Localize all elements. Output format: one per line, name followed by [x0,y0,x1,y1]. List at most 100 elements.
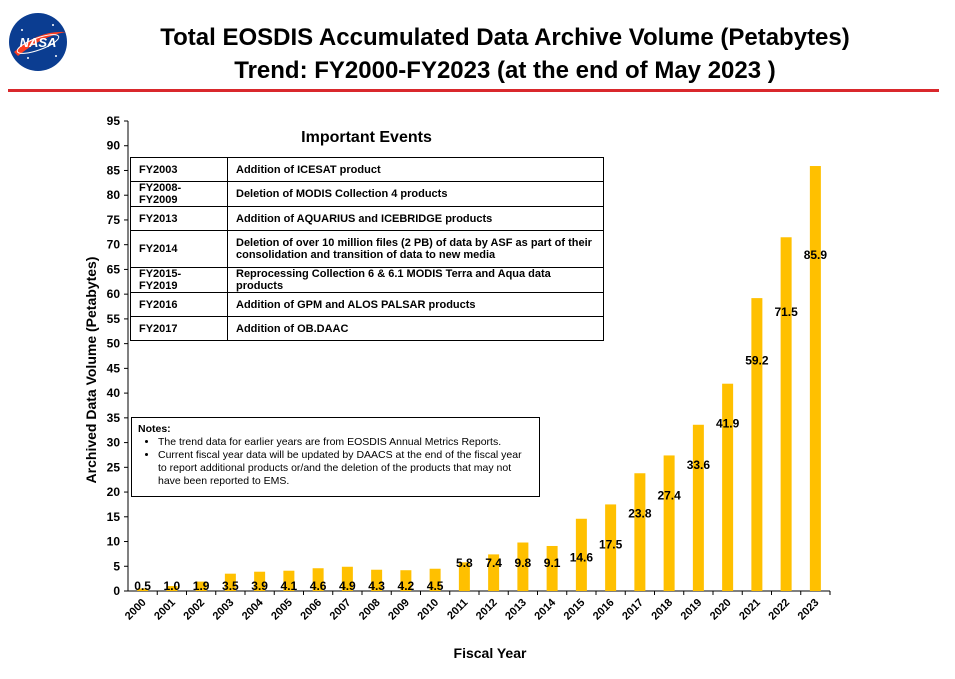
data-label: 1.9 [193,579,210,593]
data-label: 4.9 [339,579,356,593]
y-tick-label: 35 [107,411,121,425]
chart-data-labels: 0.5 1.0 1.9 3.5 3.9 4.1 4.6 4.9 4.3 4.2 4.5 5.8 7.4 9… [134,248,827,593]
x-tick-label: 2009 [386,597,412,623]
data-label: 59.2 [745,354,769,368]
x-tick-label: 2004 [240,596,266,622]
y-tick-label: 85 [107,163,121,177]
x-tick-label: 2020 [708,597,734,623]
x-tick-label: 2011 [445,597,470,622]
bar [722,383,734,591]
data-label: 4.2 [398,579,415,593]
event-year: FY2017 [130,316,228,341]
logo-text: NASA [20,35,57,50]
x-tick-label: 2010 [415,597,441,623]
x-tick-label: 2007 [328,597,354,623]
y-tick-label: 10 [107,535,121,549]
bar [605,504,617,591]
x-tick-label: 2015 [562,597,588,623]
bar [546,545,558,591]
y-tick-label: 65 [107,262,121,276]
bar [429,568,441,591]
data-label: 23.8 [628,506,652,520]
y-tick-label: 55 [107,312,121,326]
bar [692,424,704,591]
data-label: 0.5 [134,579,151,593]
bar [195,581,207,591]
y-tick-label: 60 [107,287,121,301]
data-label: 33.6 [687,458,711,472]
y-tick-label: 80 [107,188,121,202]
y-tick-label: 95 [107,114,121,128]
y-tick-label: 40 [107,386,121,400]
bar [458,562,470,591]
x-tick-label: 2005 [269,597,295,623]
data-label: 5.8 [456,556,473,570]
x-tick-label: 2014 [532,596,558,622]
event-text: Deletion of over 10 million files (2 PB)… [227,230,604,268]
chart-title: Total EOSDIS Accumulated Data Archive Vo… [160,24,850,51]
bar [809,166,821,591]
events-title: Important Events [301,129,432,146]
notes-heading: Notes: [138,423,171,435]
data-label: 4.5 [427,579,444,593]
notes-list: The trend data for earlier years are fro… [138,436,533,488]
event-year: FY2008-FY2009 [130,181,228,207]
y-tick-label: 45 [107,361,121,375]
table-row: FY2003 Addition of ICESAT product [130,157,604,182]
table-row: FY2014 Deletion of over 10 million files… [130,230,604,268]
table-row: FY2008-FY2009 Deletion of MODIS Collecti… [130,181,604,207]
event-year: FY2003 [130,157,228,182]
event-text: Addition of GPM and ALOS PALSAR products [227,292,604,317]
y-tick-label: 25 [107,460,121,474]
y-tick-label: 50 [107,337,121,351]
table-row: FY2013 Addition of AQUARIUS and ICEBRIDG… [130,206,604,231]
bar [254,571,266,591]
y-tick-label: 20 [107,485,121,499]
y-tick-label: 5 [113,559,120,573]
table-row: FY2017 Addition of OB.DAAC [130,316,604,341]
event-year: FY2016 [130,292,228,317]
x-tick-label: 2013 [503,597,529,623]
bar [283,570,295,591]
data-label: 85.9 [804,248,828,262]
x-tick-label: 2023 [796,597,822,623]
bar [137,588,149,591]
y-axis-label: Archived Data Volume (Petabytes) [83,257,99,484]
bar [224,573,236,591]
data-label: 27.4 [657,488,681,502]
data-label: 9.8 [515,556,532,570]
x-axis-label: Fiscal Year [454,645,527,661]
bar [341,566,353,591]
x-tick-label: 2017 [620,597,646,623]
title-rule [8,89,939,92]
event-year: FY2014 [130,230,228,268]
notes-panel: Notes: The trend data for earlier years … [131,417,540,497]
event-text: Deletion of MODIS Collection 4 products [227,181,604,207]
x-tick-label: 2019 [679,597,705,623]
x-tick-label: 2016 [591,597,617,623]
bar [634,473,646,591]
y-tick-label: 90 [107,139,121,153]
event-year: FY2015-FY2019 [130,267,228,293]
data-label: 4.6 [310,579,327,593]
y-tick-label: 0 [113,584,120,598]
data-label: 3.9 [251,579,268,593]
x-tick-label: 2021 [737,597,763,623]
data-label: 4.3 [368,579,385,593]
data-label: 71.5 [774,305,798,319]
chart-bars [137,166,821,591]
y-tick-label: 15 [107,510,121,524]
bar [780,237,792,591]
event-text: Addition of AQUARIUS and ICEBRIDGE produ… [227,206,604,231]
bar [517,542,529,591]
bar [751,298,763,591]
x-tick-label: 2000 [123,597,149,623]
x-tick-label: 2003 [211,597,237,623]
y-tick-label: 70 [107,238,121,252]
event-text: Reprocessing Collection 6 & 6.1 MODIS Te… [227,267,604,293]
data-label: 7.4 [485,556,502,570]
bar [166,586,178,591]
x-tick-label: 2018 [649,597,675,623]
table-row: FY2016 Addition of GPM and ALOS PALSAR p… [130,292,604,317]
